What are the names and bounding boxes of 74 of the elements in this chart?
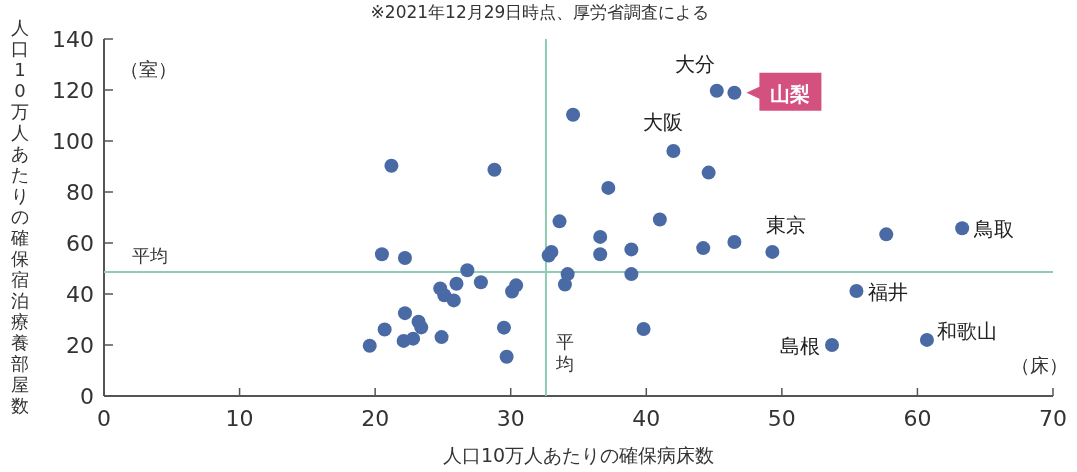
annotation: 東京	[766, 212, 807, 237]
point	[652, 212, 667, 227]
point	[414, 320, 429, 335]
point	[593, 247, 608, 262]
point	[397, 251, 412, 266]
point	[955, 221, 970, 236]
point	[460, 263, 475, 278]
point	[566, 107, 581, 122]
point	[624, 242, 639, 257]
y-tick-label: 0	[80, 384, 94, 409]
point	[825, 338, 840, 352]
y-tick-label: 100	[52, 129, 94, 154]
point	[384, 158, 399, 173]
point	[624, 267, 639, 282]
x-tick-label: 30	[496, 406, 525, 431]
y-tick-label: 80	[66, 180, 94, 205]
ref-line-label: 平均	[132, 245, 168, 267]
annotation: 大阪	[643, 109, 684, 134]
point	[505, 284, 520, 299]
annotation: 大分	[674, 51, 715, 76]
x-tick-label: 60	[903, 406, 932, 431]
x-tick-label: 20	[361, 406, 390, 431]
callout: 山梨	[746, 72, 822, 111]
point	[473, 275, 488, 290]
point	[434, 330, 449, 345]
x-tick-label: 70	[1039, 406, 1067, 431]
point	[727, 234, 742, 249]
annotation: 鳥取	[973, 217, 1015, 242]
x-tick-label: 50	[767, 406, 796, 431]
point	[919, 332, 934, 347]
point	[849, 283, 864, 298]
y-tick-label: 120	[52, 78, 94, 103]
point	[449, 276, 464, 291]
point	[879, 227, 894, 242]
point	[541, 248, 556, 263]
point	[593, 229, 608, 244]
point	[406, 331, 421, 346]
y-tick-label: 40	[66, 282, 94, 307]
point	[446, 293, 461, 308]
point	[666, 143, 681, 158]
point	[377, 322, 392, 337]
annotation: 和歌山	[936, 318, 997, 343]
x-tick-label: 40	[632, 406, 661, 431]
ref-line: 平均	[544, 38, 574, 397]
text: ※2021年12月29日時点、厚労省調査による	[370, 2, 710, 22]
point	[552, 214, 567, 229]
point	[696, 241, 711, 256]
annotation: 島根	[780, 334, 821, 358]
point	[496, 320, 511, 335]
annotation: 福井	[868, 279, 909, 304]
ref-line-label: 平均	[554, 331, 574, 374]
point	[765, 244, 780, 259]
point	[487, 162, 502, 177]
annotation: （室）	[120, 58, 177, 80]
y-tick-label: 140	[52, 27, 94, 52]
point	[601, 180, 616, 195]
annotation: （床）	[1011, 354, 1068, 376]
point	[397, 306, 412, 321]
point	[636, 321, 651, 336]
x-tick-label: 0	[97, 406, 111, 431]
point	[374, 247, 389, 262]
text: 人口10万人あたりの確保宿泊療養部屋数	[11, 17, 29, 416]
annotation: 山梨	[770, 81, 811, 106]
point	[709, 83, 724, 98]
point	[362, 338, 377, 353]
x-tick-label: 10	[225, 406, 254, 431]
x-axis-title: 人口10万人あたりの確保病床数	[442, 444, 715, 466]
point	[499, 349, 514, 364]
y-tick-label: 20	[66, 333, 94, 358]
y-tick-label: 60	[66, 231, 94, 256]
ref-line: 平均	[103, 245, 1054, 274]
point	[557, 277, 572, 292]
point	[701, 165, 716, 180]
point	[727, 85, 742, 100]
